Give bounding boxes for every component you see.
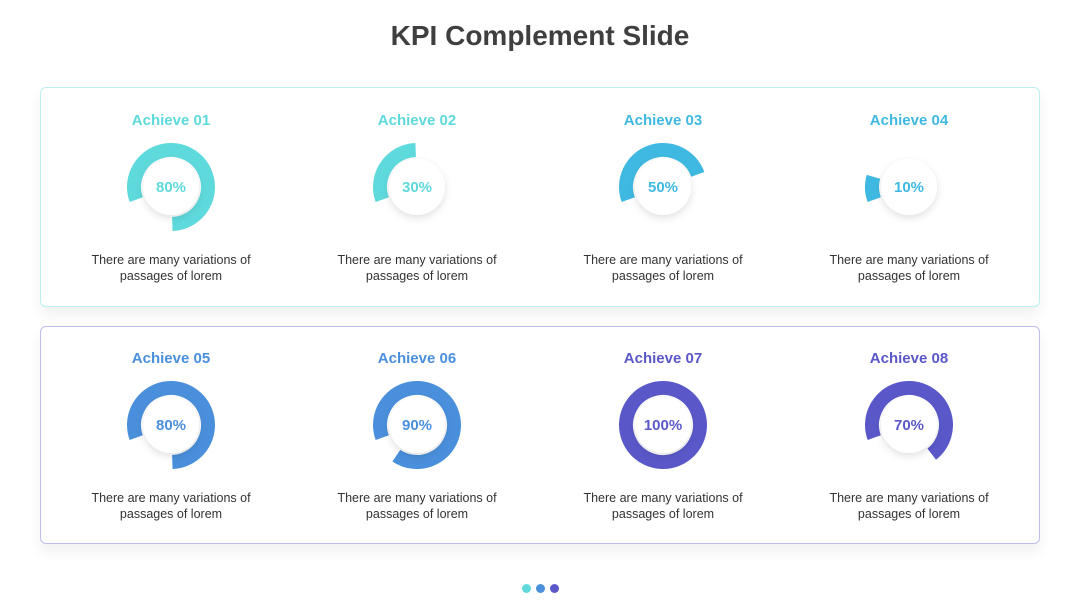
kpi-description: There are many variations of passages of…: [337, 491, 497, 521]
page-dot: [550, 584, 559, 593]
kpi-label: Achieve 02: [377, 112, 457, 129]
ring-center: [635, 159, 691, 215]
kpi: Achieve 03 50% There are many variations o…: [563, 96, 763, 296]
ring-arc: [373, 143, 461, 231]
kpi-label: Achieve 06: [377, 350, 457, 367]
kpi-ring: 50%: [619, 143, 707, 231]
ring-center: [881, 159, 937, 215]
kpi: Achieve 06 90% There are many variations o…: [317, 334, 517, 534]
ring-center: [389, 397, 445, 453]
kpi-label: Achieve 04: [869, 112, 949, 129]
kpi-description: There are many variations of passages of…: [583, 253, 743, 283]
ring-arc: [619, 143, 707, 231]
kpi-label: Achieve 08: [869, 350, 949, 367]
ring-arc: [619, 381, 707, 469]
ring-center: [635, 397, 691, 453]
kpi-ring: 10%: [865, 143, 953, 231]
ring-arc: [127, 143, 215, 231]
kpi-value: 70%: [894, 417, 924, 434]
kpi: Achieve 01 80% There are many variations o…: [71, 96, 271, 296]
kpi-value: 10%: [894, 179, 924, 196]
kpi: Achieve 04 10% There are many variations o…: [809, 96, 1009, 296]
ring-center: [143, 159, 199, 215]
kpi-value: 80%: [156, 179, 186, 196]
kpi-description: There are many variations of passages of…: [91, 253, 251, 283]
kpi-label: Achieve 03: [623, 112, 703, 129]
kpi-description: There are many variations of passages of…: [829, 253, 989, 283]
kpi-value: 90%: [402, 417, 432, 434]
kpi-label: Achieve 07: [623, 350, 703, 367]
kpi: Achieve 02 30% There are many variations o…: [317, 96, 517, 296]
kpi-value: 100%: [644, 417, 682, 434]
kpi-ring: 80%: [127, 381, 215, 469]
ring-center: [881, 397, 937, 453]
kpi: Achieve 07 100% There are many variations …: [563, 334, 763, 534]
ring-center: [389, 159, 445, 215]
kpi-value: 30%: [402, 179, 432, 196]
kpi-description: There are many variations of passages of…: [91, 491, 251, 521]
kpi-ring: 30%: [373, 143, 461, 231]
kpi: Achieve 08 70% There are many variations o…: [809, 334, 1009, 534]
page-dot: [536, 584, 545, 593]
kpi-label: Achieve 05: [131, 350, 211, 367]
kpi-description: There are many variations of passages of…: [337, 253, 497, 283]
kpi: Achieve 05 80% There are many variations o…: [71, 334, 271, 534]
page-dot: [522, 584, 531, 593]
kpi-value: 80%: [156, 417, 186, 434]
kpi-ring: 70%: [865, 381, 953, 469]
kpi-description: There are many variations of passages of…: [829, 491, 989, 521]
ring-center: [143, 397, 199, 453]
kpi-ring: 80%: [127, 143, 215, 231]
kpi-label: Achieve 01: [131, 112, 211, 129]
kpi-ring: 90%: [373, 381, 461, 469]
kpi-description: There are many variations of passages of…: [583, 491, 743, 521]
kpi-value: 50%: [648, 179, 678, 196]
slide-title: KPI Complement Slide: [390, 20, 690, 51]
kpi-ring: 100%: [619, 381, 707, 469]
